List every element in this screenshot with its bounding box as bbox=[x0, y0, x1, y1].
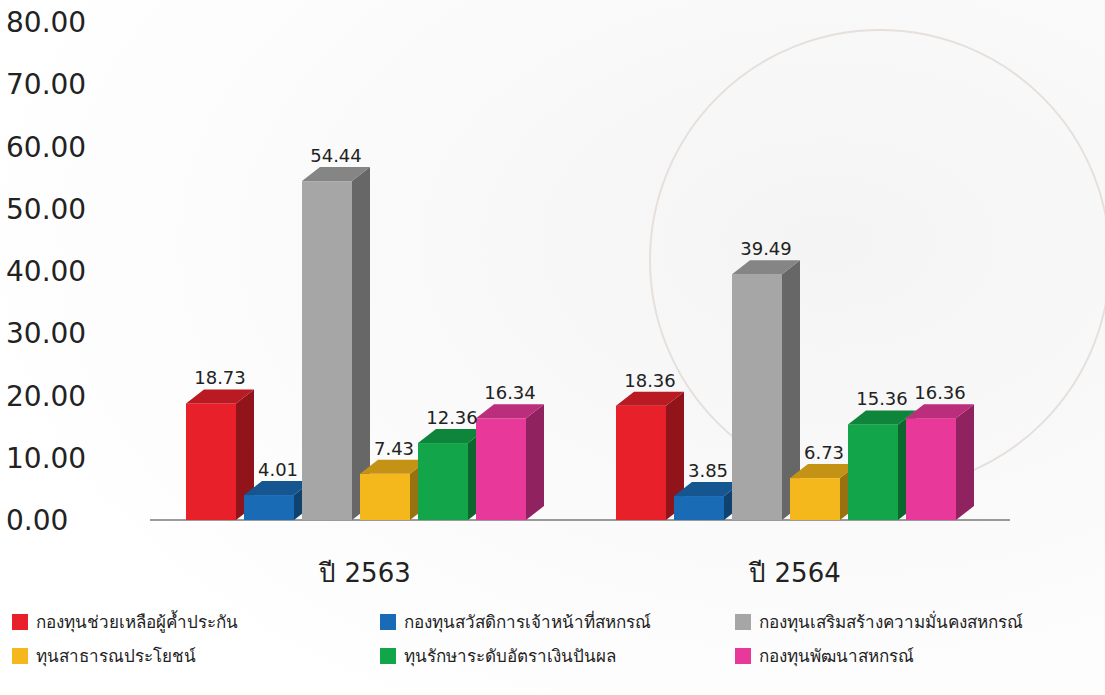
y-tick-label: 40.00 bbox=[6, 255, 86, 288]
bar-front bbox=[732, 274, 782, 520]
y-tick-label: 0.00 bbox=[6, 504, 68, 537]
bar-top bbox=[616, 392, 684, 406]
category-label: ปี 2563 bbox=[318, 558, 410, 588]
x-axis: ปี 2563 ปี 2564 bbox=[318, 558, 840, 588]
data-label: 18.73 bbox=[194, 367, 246, 388]
bar-top bbox=[674, 482, 742, 496]
legend-label: กองทุนพัฒนาสหกรณ์ bbox=[759, 646, 914, 667]
legend-swatch bbox=[735, 648, 751, 664]
bar bbox=[476, 404, 544, 520]
bar-front bbox=[616, 406, 666, 520]
y-tick-label: 20.00 bbox=[6, 380, 86, 413]
bar-top bbox=[302, 167, 370, 181]
bar-front bbox=[360, 474, 410, 520]
bar-front bbox=[674, 496, 724, 520]
data-label: 4.01 bbox=[258, 459, 298, 480]
data-label: 12.36 bbox=[426, 407, 478, 428]
bar-front bbox=[302, 181, 352, 520]
bar-front bbox=[848, 424, 898, 520]
data-labels: 18.73 4.01 54.44 7.43 12.36 16.34 18.36 3.85 39.… bbox=[194, 145, 966, 481]
legend-label: กองทุนสวัสดิการเจ้าหน้าที่สหกรณ์ bbox=[404, 610, 651, 633]
bar bbox=[674, 482, 742, 520]
y-tick-label: 80.00 bbox=[6, 6, 86, 39]
y-tick-label: 50.00 bbox=[6, 193, 86, 226]
legend-label: ทุนสาธารณประโยชน์ bbox=[36, 646, 196, 667]
decoration bbox=[650, 30, 1105, 490]
bar bbox=[302, 167, 370, 520]
legend-label: ทุนรักษาระดับอัตราเงินปันผล bbox=[404, 646, 616, 667]
bar-side bbox=[956, 404, 974, 520]
y-axis: 0.00 10.00 20.00 30.00 40.00 50.00 60.00 70.00 8… bbox=[6, 6, 86, 537]
y-tick-label: 30.00 bbox=[6, 317, 86, 350]
data-label: 18.36 bbox=[624, 370, 676, 391]
bar bbox=[186, 389, 254, 520]
y-tick-label: 60.00 bbox=[6, 131, 86, 164]
bar-front bbox=[476, 418, 526, 520]
legend-label: กองทุนช่วยเหลือผู้ค้ำประกัน bbox=[36, 610, 238, 633]
bar-top bbox=[790, 464, 858, 478]
bar-top bbox=[732, 260, 800, 274]
legend-label: กองทุนเสริมสร้างความมั่นคงสหกรณ์ bbox=[759, 610, 1023, 633]
legend-swatch bbox=[380, 614, 396, 630]
bar-front bbox=[186, 403, 236, 520]
data-label: 15.36 bbox=[856, 388, 908, 409]
bar bbox=[790, 464, 858, 520]
y-tick-label: 10.00 bbox=[6, 442, 86, 475]
bar bbox=[418, 429, 486, 520]
bar-top bbox=[186, 389, 254, 403]
bar-top bbox=[476, 404, 544, 418]
bar-front bbox=[906, 418, 956, 520]
legend-swatch bbox=[12, 614, 28, 630]
bar-top bbox=[244, 481, 312, 495]
data-label: 6.73 bbox=[804, 442, 844, 463]
category-label: ปี 2564 bbox=[748, 558, 840, 588]
bar bbox=[244, 481, 312, 520]
bar bbox=[848, 410, 916, 520]
bar-top bbox=[360, 460, 428, 474]
bars bbox=[186, 167, 974, 520]
legend-swatch bbox=[12, 648, 28, 664]
data-label: 7.43 bbox=[374, 438, 414, 459]
bar bbox=[732, 260, 800, 520]
bar-side bbox=[352, 167, 370, 520]
legend-swatch bbox=[735, 614, 751, 630]
legend-swatch bbox=[380, 648, 396, 664]
bar-top bbox=[418, 429, 486, 443]
data-label: 16.36 bbox=[914, 382, 966, 403]
data-label: 39.49 bbox=[740, 238, 792, 259]
bar bbox=[906, 404, 974, 520]
data-label: 3.85 bbox=[688, 460, 728, 481]
bar-side bbox=[526, 404, 544, 520]
bar bbox=[360, 460, 428, 520]
bar bbox=[616, 392, 684, 520]
y-tick-label: 70.00 bbox=[6, 68, 86, 101]
background bbox=[0, 0, 1105, 695]
bar-front bbox=[790, 478, 840, 520]
data-label: 16.34 bbox=[484, 382, 536, 403]
bar-top bbox=[848, 410, 916, 424]
bar-front bbox=[244, 495, 294, 520]
bar-top bbox=[906, 404, 974, 418]
legend: กองทุนช่วยเหลือผู้ค้ำประกัน กองทุนสวัสดิก… bbox=[12, 610, 1023, 667]
chart: 0.00 10.00 20.00 30.00 40.00 50.00 60.00 70.00 8… bbox=[0, 0, 1105, 695]
bar-front bbox=[418, 443, 468, 520]
data-label: 54.44 bbox=[310, 145, 362, 166]
